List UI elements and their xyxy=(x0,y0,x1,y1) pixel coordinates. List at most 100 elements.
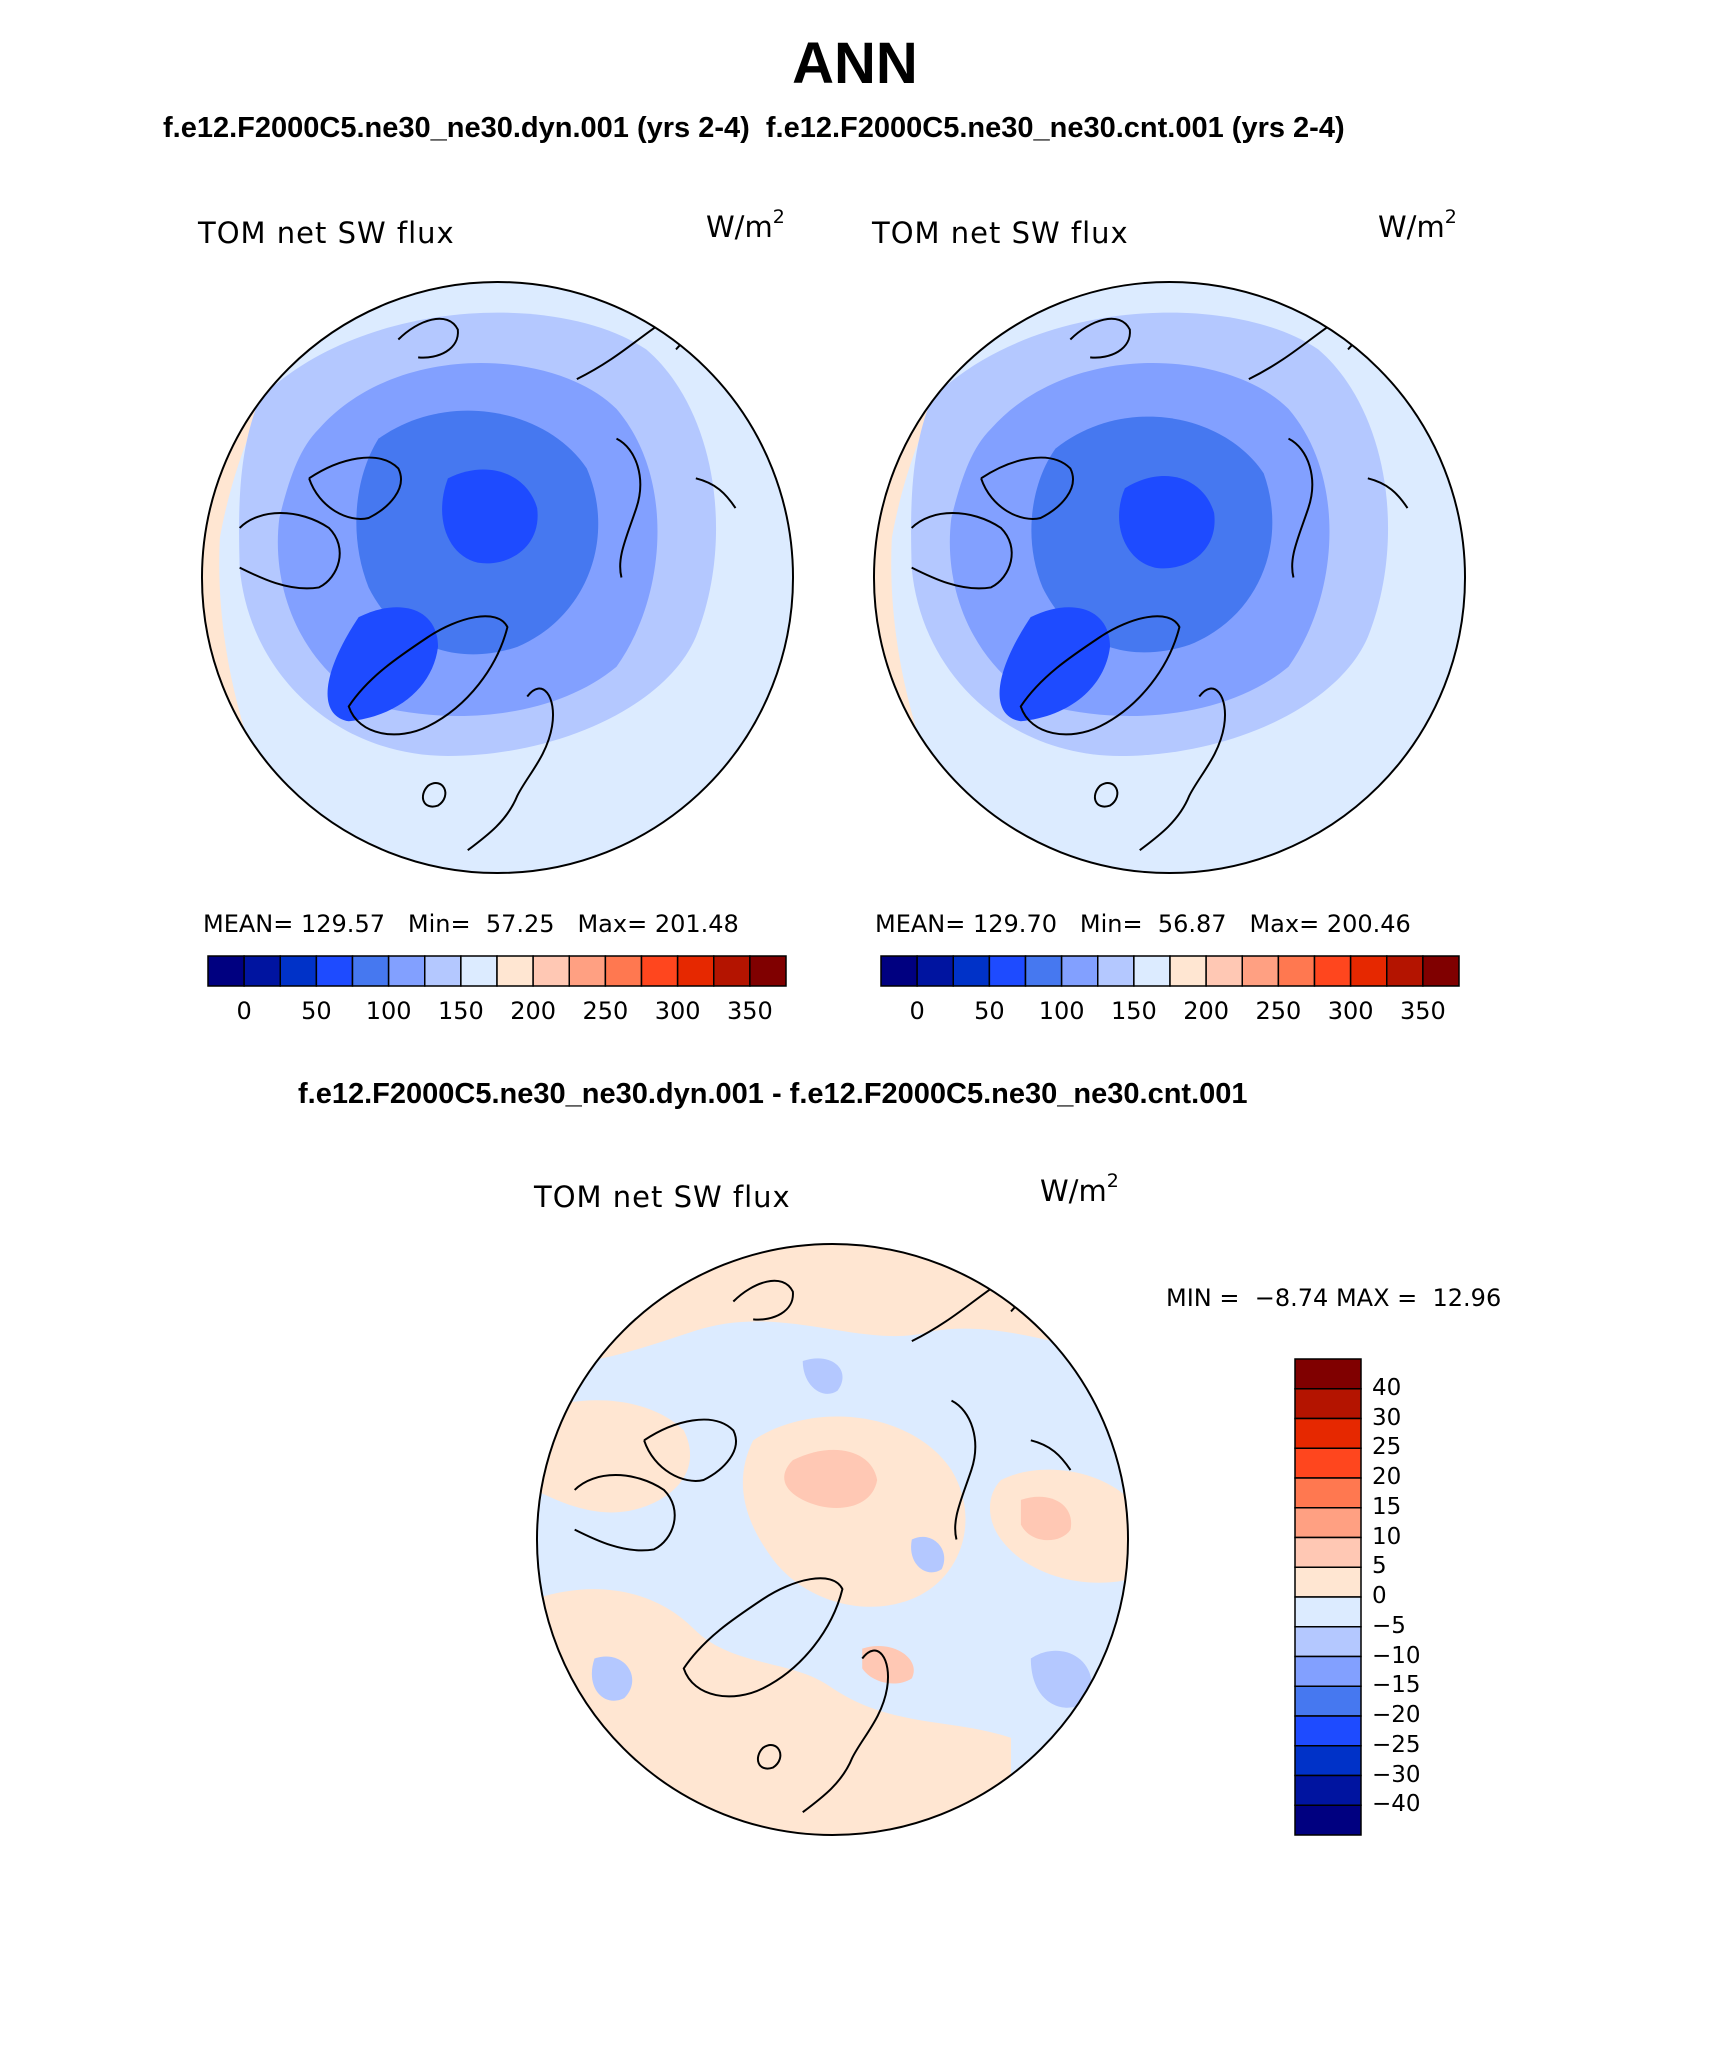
colorbar-tick-label: −25 xyxy=(1372,1731,1421,1758)
colorbar-tick-label: 0 xyxy=(236,997,252,1025)
colorbar-tick-label: 250 xyxy=(1255,997,1302,1025)
colorbar-tick-label: 10 xyxy=(1372,1523,1402,1550)
panel2-field-label: TOM net SW flux xyxy=(872,216,1129,250)
colorbar-swatch xyxy=(1294,1388,1362,1420)
colorbar-swatch xyxy=(988,955,1027,987)
colorbar-tick-label: 0 xyxy=(909,997,925,1025)
panel2-colorbar xyxy=(880,955,1460,987)
panel3-polar-map xyxy=(535,1242,1130,1837)
colorbar-swatch xyxy=(604,955,643,987)
colorbar-tick-label: 150 xyxy=(437,997,484,1025)
colorbar-tick-label: −15 xyxy=(1372,1672,1421,1699)
colorbar-swatch xyxy=(1294,1685,1362,1717)
colorbar-swatch xyxy=(676,955,715,987)
colorbar-swatch xyxy=(880,955,918,987)
colorbar-swatch xyxy=(1294,1566,1362,1598)
panel3-colorbar xyxy=(1294,1358,1362,1836)
panel2-stats: MEAN= 129.70 Min= 56.87 Max= 200.46 xyxy=(875,910,1411,938)
colorbar-swatch xyxy=(916,955,954,987)
colorbar-tick-label: 150 xyxy=(1110,997,1157,1025)
panel2-polar-map xyxy=(872,280,1467,875)
colorbar-swatch xyxy=(496,955,534,987)
colorbar-swatch xyxy=(1294,1596,1362,1628)
colorbar-swatch xyxy=(1294,1626,1362,1658)
colorbar-tick-label: 350 xyxy=(726,997,773,1025)
colorbar-swatch xyxy=(1205,955,1243,987)
colorbar-swatch xyxy=(1097,955,1135,987)
colorbar-swatch xyxy=(1294,1774,1362,1806)
colorbar-tick-label: 5 xyxy=(1372,1553,1387,1580)
colorbar-tick-label: 25 xyxy=(1372,1434,1402,1461)
colorbar-tick-label: 200 xyxy=(510,997,557,1025)
panel1-map-border xyxy=(200,280,795,875)
colorbar-tick-label: 50 xyxy=(974,997,1005,1025)
colorbar-swatch xyxy=(1169,955,1207,987)
colorbar-tick-label: 100 xyxy=(365,997,412,1025)
panel1-units: W/m2 xyxy=(706,206,785,244)
colorbar-swatch xyxy=(207,955,245,987)
panel1-stats: MEAN= 129.57 Min= 57.25 Max= 201.48 xyxy=(203,910,739,938)
colorbar-tick-label: −30 xyxy=(1372,1761,1421,1788)
colorbar-swatch xyxy=(1386,955,1424,987)
cases-subtitle: f.e12.F2000C5.ne30_ne30.dyn.001 (yrs 2-4… xyxy=(163,112,1345,144)
colorbar-tick-label: 15 xyxy=(1372,1493,1402,1520)
panel1-coastlines xyxy=(238,316,737,852)
colorbar-swatch xyxy=(279,955,318,987)
panel1-contour-field xyxy=(201,281,794,874)
panel2-coastlines xyxy=(910,316,1409,852)
colorbar-tick-label: 300 xyxy=(1327,997,1374,1025)
colorbar-tick-label: 250 xyxy=(582,997,629,1025)
panel3-contour-field xyxy=(536,1243,1129,1836)
colorbar-swatch xyxy=(713,955,751,987)
panel3-coastlines xyxy=(573,1278,1072,1814)
colorbar-swatch xyxy=(1349,955,1388,987)
colorbar-tick-label: 100 xyxy=(1038,997,1085,1025)
colorbar-swatch xyxy=(1277,955,1316,987)
colorbar-tick-label: 350 xyxy=(1399,997,1446,1025)
colorbar-swatch xyxy=(1294,1804,1362,1836)
colorbar-swatch xyxy=(1294,1715,1362,1747)
colorbar-swatch xyxy=(1294,1447,1362,1479)
colorbar-tick-label: 30 xyxy=(1372,1404,1402,1431)
difference-subtitle: f.e12.F2000C5.ne30_ne30.dyn.001 - f.e12.… xyxy=(298,1078,1248,1110)
colorbar-swatch xyxy=(351,955,390,987)
colorbar-tick-label: 20 xyxy=(1372,1464,1402,1490)
panel1-colorbar xyxy=(207,955,787,987)
panel2-units: W/m2 xyxy=(1378,206,1457,244)
colorbar-swatch xyxy=(1024,955,1063,987)
panel3-stats: MIN = −8.74 MAX = 12.96 xyxy=(1166,1284,1502,1312)
colorbar-swatch xyxy=(1422,955,1460,987)
colorbar-swatch xyxy=(387,955,426,987)
colorbar-swatch xyxy=(424,955,462,987)
colorbar-swatch xyxy=(1294,1745,1362,1777)
panel3-map-border xyxy=(535,1242,1130,1837)
colorbar-tick-label: −5 xyxy=(1372,1612,1406,1639)
colorbar-tick-label: −40 xyxy=(1372,1791,1421,1818)
colorbar-tick-label: 40 xyxy=(1372,1374,1402,1401)
panel3-units: W/m2 xyxy=(1040,1170,1119,1208)
colorbar-swatch xyxy=(1060,955,1099,987)
colorbar-swatch xyxy=(1241,955,1280,987)
colorbar-swatch xyxy=(1294,1358,1362,1390)
panel1-polar-map xyxy=(200,280,795,875)
panel2-map-border xyxy=(872,280,1467,875)
colorbar-swatch xyxy=(460,955,498,987)
colorbar-swatch xyxy=(568,955,607,987)
panel1-field-label: TOM net SW flux xyxy=(198,216,455,250)
colorbar-tick-label: 300 xyxy=(654,997,701,1025)
panel2-contour-field xyxy=(873,281,1466,874)
colorbar-swatch xyxy=(1294,1477,1362,1509)
colorbar-swatch xyxy=(315,955,354,987)
colorbar-swatch xyxy=(243,955,281,987)
colorbar-swatch xyxy=(749,955,787,987)
colorbar-tick-label: 50 xyxy=(301,997,332,1025)
colorbar-swatch xyxy=(1294,1655,1362,1687)
colorbar-tick-label: 0 xyxy=(1372,1583,1387,1609)
colorbar-swatch xyxy=(1294,1536,1362,1568)
colorbar-tick-label: −10 xyxy=(1372,1642,1421,1669)
colorbar-swatch xyxy=(1294,1507,1362,1539)
colorbar-swatch xyxy=(640,955,679,987)
colorbar-swatch xyxy=(952,955,991,987)
colorbar-swatch xyxy=(1294,1417,1362,1449)
colorbar-tick-label: −20 xyxy=(1372,1702,1421,1728)
